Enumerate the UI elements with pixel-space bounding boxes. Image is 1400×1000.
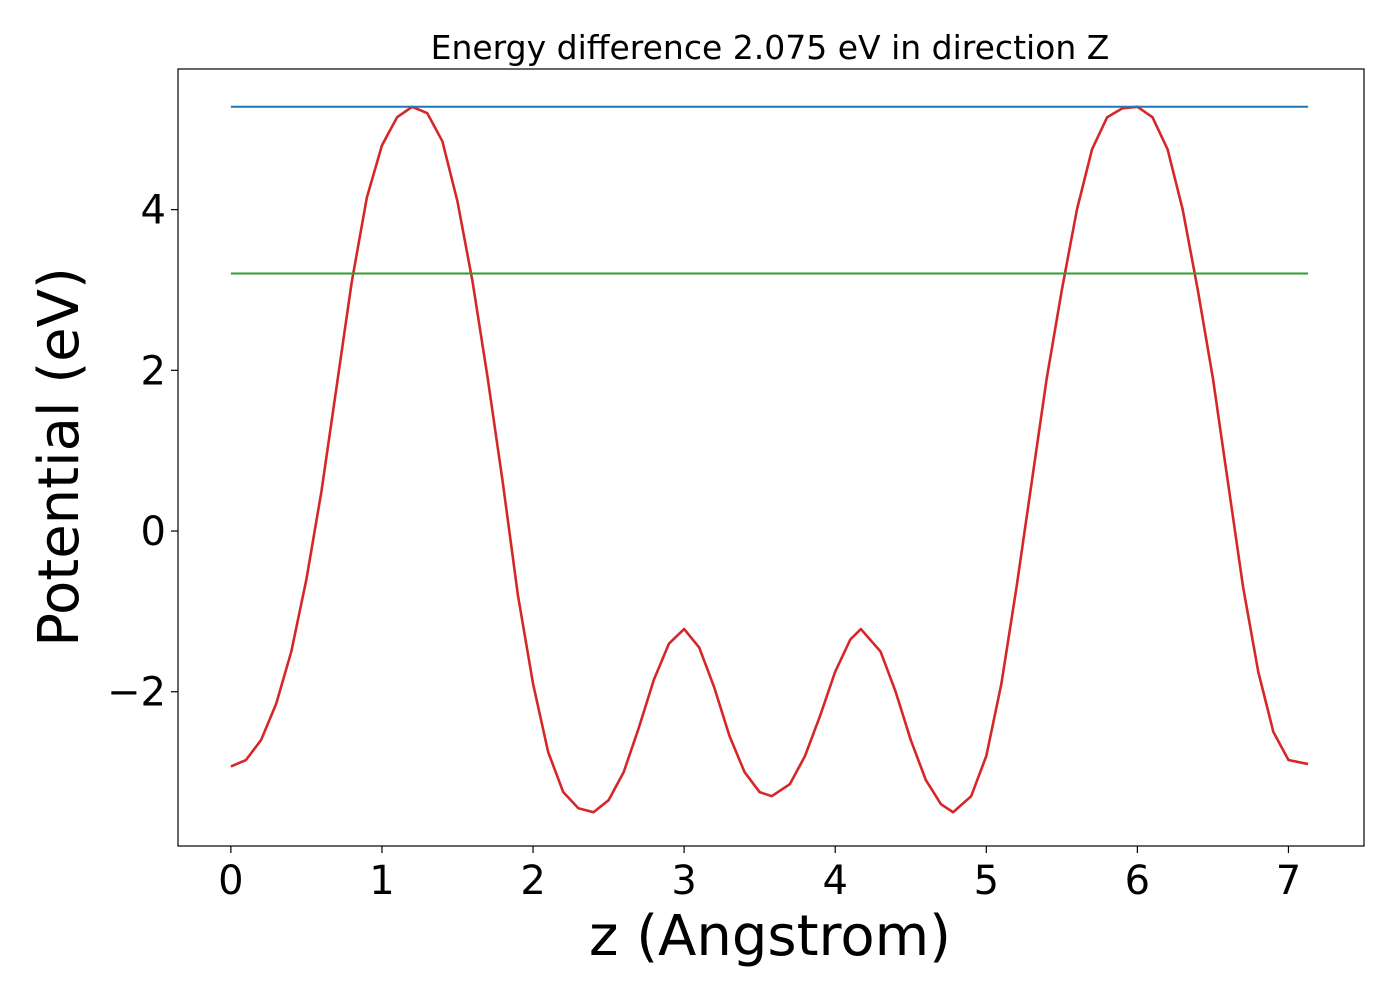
series-line-1 [230,105,1309,814]
y-tick-label: 2 [141,348,166,394]
chart-title: Energy difference 2.075 eV in direction … [431,28,1110,67]
x-tick-label: 4 [822,858,847,904]
x-axis-label: z (Angstrom) [589,904,951,969]
y-tick-label: −2 [107,670,166,716]
x-tick-label: 6 [1125,858,1150,904]
plot-lines [230,105,1309,814]
x-tick-label: 5 [974,858,999,904]
x-axis: 0 1 2 3 4 5 6 7 [218,846,1301,904]
x-tick-label: 3 [671,858,696,904]
y-tick-label: 4 [141,188,166,234]
y-tick-label: 0 [141,509,166,555]
x-tick-label: 1 [369,858,394,904]
plot-frame [177,68,1365,847]
y-axis: −2 0 2 4 [107,188,178,716]
x-tick-label: 7 [1276,858,1301,904]
x-tick-label: 0 [218,858,243,904]
x-tick-label: 2 [520,858,545,904]
y-axis-label: Potential (eV) [27,267,92,647]
